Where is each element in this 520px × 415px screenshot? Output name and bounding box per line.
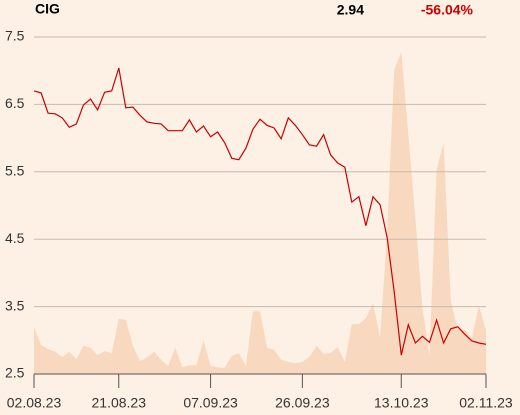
- symbol: CIG: [35, 1, 60, 17]
- price-line: [33, 67, 487, 356]
- y-tick-label: 4.5: [5, 230, 25, 246]
- x-tick-label: 26.09.23: [275, 395, 330, 411]
- y-tick-label: 3.5: [5, 297, 25, 313]
- change: -56.04%: [421, 2, 474, 18]
- x-tick-label: 21.08.23: [92, 395, 147, 411]
- x-tick-label: 02.11.23: [459, 395, 513, 411]
- y-tick-label: 5.5: [5, 163, 25, 179]
- y-tick-label: 2.5: [5, 365, 25, 381]
- volume-area: [34, 51, 486, 375]
- x-tick-label: 07.09.23: [183, 395, 238, 411]
- price: 2.94: [337, 2, 364, 18]
- y-tick-label: 7.5: [5, 28, 25, 44]
- x-tick-label: 13.10.23: [374, 395, 429, 411]
- y-tick-label: 6.5: [5, 95, 25, 111]
- x-tick-label: 02.08.23: [7, 395, 62, 411]
